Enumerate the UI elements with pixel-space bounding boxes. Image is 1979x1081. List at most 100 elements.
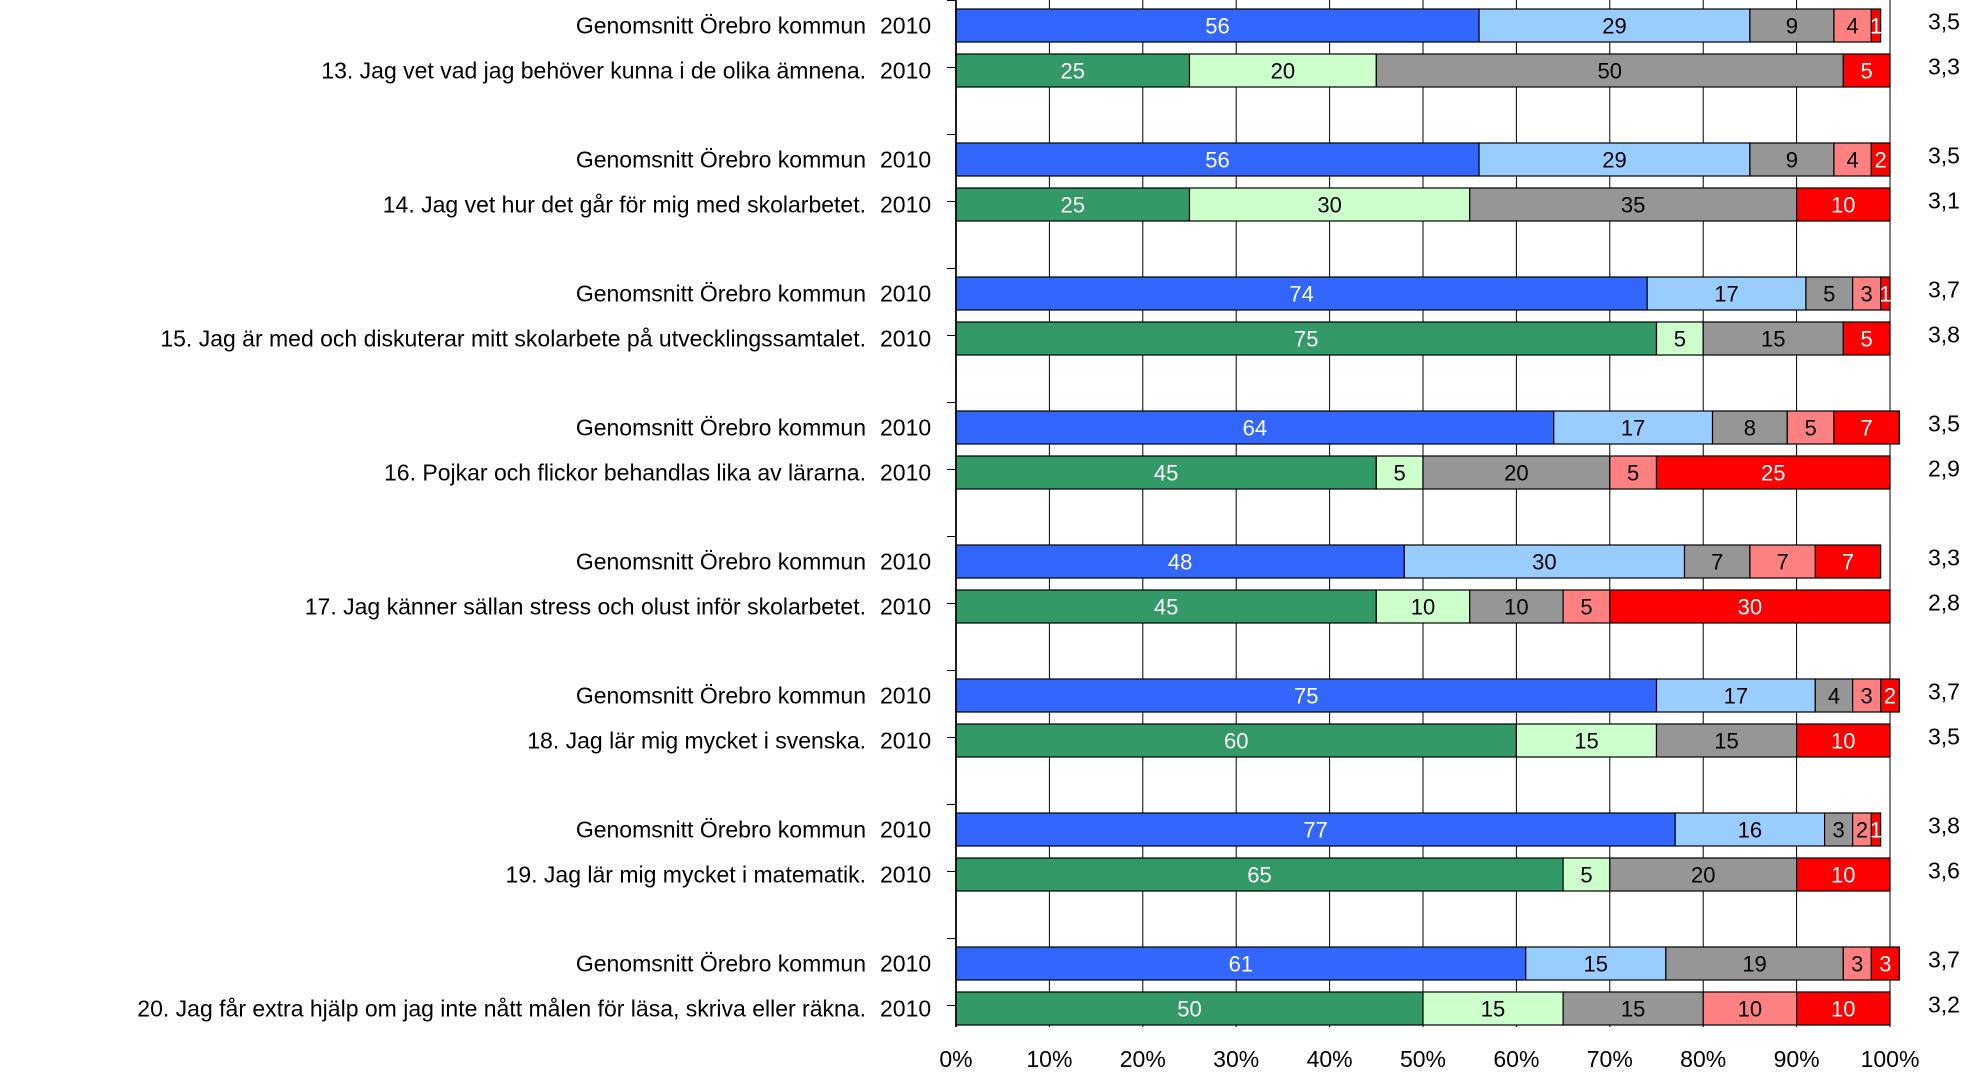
bar-segment: [1702, 321, 1844, 356]
segment-value-label: 5: [1580, 595, 1592, 620]
bar-segment: [1646, 276, 1807, 311]
segment-value-label: 5: [1861, 59, 1873, 84]
bar-segment: [1749, 544, 1816, 579]
bar-segment: [1795, 187, 1891, 222]
bar-segment: [1870, 8, 1882, 43]
row-score: 3,5: [1928, 143, 1960, 169]
row-score: 3,7: [1928, 947, 1960, 973]
row-year: 2010: [880, 415, 931, 441]
bar-segment: [1711, 410, 1788, 445]
row-year: 2010: [880, 13, 931, 39]
row-score: 3,5: [1928, 724, 1960, 750]
segment-value-label: 17: [1714, 282, 1738, 307]
bar-segment: [1188, 187, 1471, 222]
segment-value-label: 3: [1879, 952, 1891, 977]
segment-value-label: 10: [1411, 595, 1435, 620]
x-tick-label: 90%: [1774, 1046, 1820, 1072]
segment-value-label: 4: [1847, 148, 1859, 173]
segment-value-label: 45: [1154, 595, 1178, 620]
row-label: 13. Jag vet vad jag behöver kunna i de o…: [321, 58, 866, 84]
bar-segment: [1795, 857, 1891, 892]
bar-segment: [1609, 589, 1891, 624]
row-label: Genomsnitt Örebro kommun: [576, 415, 866, 441]
bar-segment: [1609, 857, 1798, 892]
segment-value-label: 2: [1875, 148, 1887, 173]
bar-segment: [1665, 946, 1844, 981]
x-tick-label: 100%: [1861, 1046, 1920, 1072]
x-tick-label: 80%: [1680, 1046, 1726, 1072]
bar-segment: [1814, 544, 1882, 579]
bar-segment: [1842, 946, 1872, 981]
row-score: 2,9: [1928, 456, 1960, 482]
row-year: 2010: [880, 281, 931, 307]
segment-value-label: 64: [1243, 416, 1267, 441]
x-tick-label: 70%: [1587, 1046, 1633, 1072]
segment-value-label: 25: [1761, 461, 1785, 486]
x-tick-label: 0%: [939, 1046, 972, 1072]
bar-segment: [1842, 53, 1891, 88]
bar-segment: [1403, 544, 1686, 579]
row-label: Genomsnitt Örebro kommun: [576, 817, 866, 843]
row-label: 18. Jag lär mig mycket i svenska.: [527, 728, 866, 754]
bar-segment: [955, 946, 1527, 981]
segment-value-label: 25: [1061, 193, 1085, 218]
row-year: 2010: [880, 996, 931, 1022]
row-label: 19. Jag lär mig mycket i matematik.: [506, 862, 866, 888]
bar-segment: [955, 8, 1480, 43]
segment-value-label: 16: [1738, 818, 1762, 843]
row-year: 2010: [880, 549, 931, 575]
bar-segment: [1870, 946, 1900, 981]
segment-value-label: 10: [1504, 595, 1528, 620]
row-label: 17. Jag känner sällan stress och olust i…: [305, 594, 866, 620]
row-year: 2010: [880, 817, 931, 843]
bar-segment: [1852, 276, 1882, 311]
bar-segment: [1880, 678, 1900, 713]
bar-segment: [1655, 455, 1891, 490]
x-tick-label: 30%: [1213, 1046, 1259, 1072]
bar-segment: [955, 410, 1555, 445]
bar-segment: [1805, 276, 1854, 311]
row-label: Genomsnitt Örebro kommun: [576, 13, 866, 39]
row-labels: Genomsnitt Örebro kommun 2010 3,5 13. Jag v…: [137, 9, 1960, 1022]
row-year: 2010: [880, 460, 931, 486]
segment-value-label: 3: [1851, 952, 1863, 977]
segment-value-label: 10: [1831, 863, 1855, 888]
segment-value-label: 65: [1247, 863, 1271, 888]
segment-value-label: 56: [1205, 148, 1229, 173]
bar-segment: [955, 857, 1564, 892]
row-score: 3,2: [1928, 992, 1960, 1018]
segment-value-label: 1: [1879, 282, 1891, 307]
row-label: Genomsnitt Örebro kommun: [576, 951, 866, 977]
row-score: 3,7: [1928, 277, 1960, 303]
row-score: 3,7: [1928, 679, 1960, 705]
segment-value-label: 7: [1776, 550, 1788, 575]
bar-segment: [1833, 410, 1900, 445]
row-label: Genomsnitt Örebro kommun: [576, 281, 866, 307]
segment-value-label: 10: [1738, 997, 1762, 1022]
segment-value-label: 9: [1786, 14, 1798, 39]
bar-segment: [1880, 276, 1891, 311]
bar-segment: [955, 276, 1648, 311]
bar-segment: [1375, 53, 1844, 88]
bar-segment: [1674, 812, 1826, 847]
segment-value-label: 5: [1674, 327, 1686, 352]
segment-value-label: 30: [1532, 550, 1556, 575]
segment-value-label: 5: [1394, 461, 1406, 486]
segment-value-label: 3: [1861, 684, 1873, 709]
bar-segment: [955, 544, 1405, 579]
row-label: 16. Pojkar och flickor behandlas lika av…: [384, 460, 866, 486]
row-label: 15. Jag är med och diskuterar mitt skola…: [160, 326, 866, 352]
row-score: 3,8: [1928, 813, 1960, 839]
bar-segment: [1422, 455, 1611, 490]
bar-segment: [1795, 991, 1891, 1026]
segment-value-label: 5: [1580, 863, 1592, 888]
segment-value-label: 7: [1711, 550, 1723, 575]
x-tick-label: 60%: [1493, 1046, 1539, 1072]
row-year: 2010: [880, 728, 931, 754]
segment-value-label: 19: [1742, 952, 1766, 977]
segment-value-label: 3: [1833, 818, 1845, 843]
segment-value-label: 7: [1861, 416, 1873, 441]
segment-value-label: 74: [1289, 282, 1313, 307]
row-year: 2010: [880, 862, 931, 888]
bar-segment: [1375, 455, 1424, 490]
